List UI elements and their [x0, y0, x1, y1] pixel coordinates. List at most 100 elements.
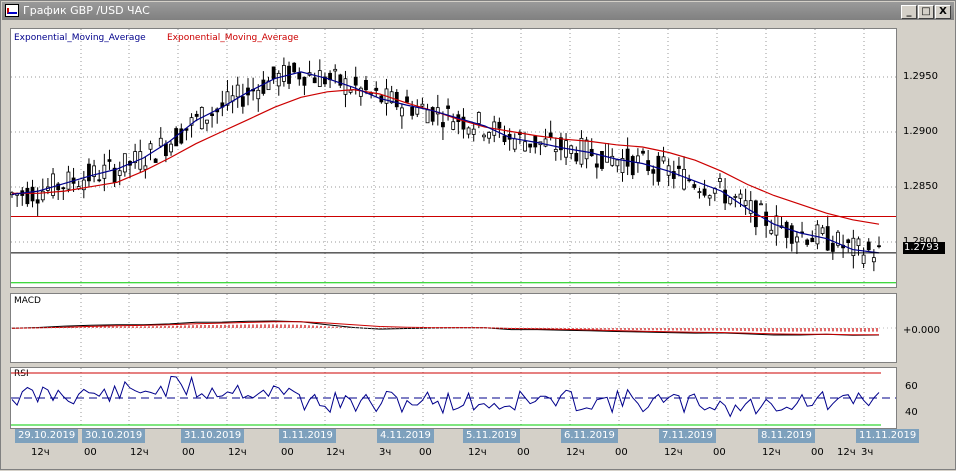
candle-body [92, 165, 96, 177]
date-label: 29.10.2019 [15, 429, 79, 443]
price-panel[interactable]: Exponential_Moving_Average Exponential_M… [10, 28, 897, 288]
hour-label: 12ч [468, 447, 487, 458]
candle-body [861, 254, 866, 264]
candle-body [410, 106, 415, 116]
hour-label: 12ч [664, 447, 683, 458]
candle-body [702, 188, 707, 196]
candle-body [605, 143, 610, 163]
date-label: 7.11.2019 [659, 429, 716, 443]
candle-body [435, 107, 440, 115]
candle-body [343, 78, 348, 95]
rsi-tick-40: 40 [905, 407, 918, 418]
macd-title: MACD [14, 296, 41, 306]
candle-body [671, 171, 676, 179]
candle-body [348, 89, 353, 93]
chart-app-icon [5, 4, 19, 17]
candle-body [718, 178, 722, 182]
candle-body [487, 132, 492, 139]
close-button[interactable]: X [935, 5, 951, 19]
candle-body [189, 117, 194, 126]
candle-body [651, 169, 656, 174]
hour-label: 00 [517, 447, 530, 458]
candle-body [353, 76, 358, 86]
candle-body [117, 170, 122, 176]
candle-body [502, 135, 507, 143]
candle-body [153, 158, 158, 163]
candle-body [374, 87, 379, 91]
hour-label: 12ч [326, 447, 345, 458]
candle-body [748, 200, 753, 214]
candle-body [297, 72, 302, 80]
candle-body [266, 80, 271, 91]
candle-body [25, 187, 30, 205]
candle-body [81, 179, 86, 191]
legend-ema-fast: Exponential_Moving_Average [14, 33, 146, 43]
minimize-button[interactable]: _ [901, 5, 917, 19]
candle-body [61, 187, 66, 190]
title-bar[interactable]: График GBP /USD ЧАС _ □ X [2, 2, 954, 20]
candle-body [333, 68, 338, 72]
candle-body [805, 239, 810, 245]
candle-body [815, 224, 820, 245]
candle-body [399, 107, 404, 117]
candle-body [87, 163, 91, 182]
candle-body [528, 143, 533, 148]
candle-body [66, 171, 71, 190]
maximize-button[interactable]: □ [918, 5, 934, 19]
candle-body [338, 74, 343, 86]
hour-label: 00 [713, 447, 726, 458]
candle-body [143, 165, 148, 170]
candle-body [820, 227, 825, 234]
candle-body [697, 191, 702, 194]
candle-body [866, 241, 871, 251]
candle-body [789, 225, 794, 244]
candle-body [276, 72, 281, 87]
candle-body [769, 229, 774, 234]
candle-body [687, 179, 692, 182]
hour-label: 00 [84, 447, 97, 458]
macd-zero-label: +0.000 [903, 325, 941, 336]
candle-body [256, 89, 261, 100]
candle-body [543, 138, 548, 147]
hour-label: 00 [615, 447, 628, 458]
candle-body [482, 134, 486, 138]
candle-body [225, 91, 230, 106]
candle-body [420, 103, 425, 107]
candle-body [836, 231, 840, 246]
candle-body [169, 143, 173, 153]
candle-body [205, 119, 209, 124]
candle-body [461, 116, 466, 130]
date-label: 31.10.2019 [181, 429, 245, 443]
candle-body [594, 163, 599, 168]
candle-body [830, 242, 835, 252]
candle-body [40, 190, 45, 201]
rsi-tick-60: 60 [905, 381, 918, 392]
candle-body [466, 127, 471, 135]
candle-body [877, 245, 881, 248]
y-tick-label: 1.2850 [903, 181, 938, 192]
candle-body [179, 128, 184, 144]
hour-label: 12ч [228, 447, 247, 458]
candle-body [600, 151, 604, 169]
candle-body [635, 155, 640, 163]
candle-body [743, 200, 748, 206]
candle-body [210, 113, 214, 116]
date-label: 30.10.2019 [82, 429, 146, 443]
candle-body [682, 168, 686, 190]
candle-body [51, 173, 55, 196]
candle-body [430, 107, 435, 122]
macd-signal-line [11, 321, 880, 336]
y-tick-label: 1.2900 [903, 126, 938, 137]
candle-body [281, 65, 286, 82]
candle-body [846, 239, 851, 243]
candle-body [692, 184, 697, 188]
candle-body [56, 183, 61, 191]
hour-label: 12ч [762, 447, 781, 458]
candle-body [148, 143, 153, 150]
ema-fast-line [11, 71, 880, 254]
candle-body [610, 155, 615, 166]
hour-label: 00 [419, 447, 432, 458]
candle-body [641, 150, 645, 154]
window-title: График GBP /USD ЧАС [23, 4, 150, 17]
